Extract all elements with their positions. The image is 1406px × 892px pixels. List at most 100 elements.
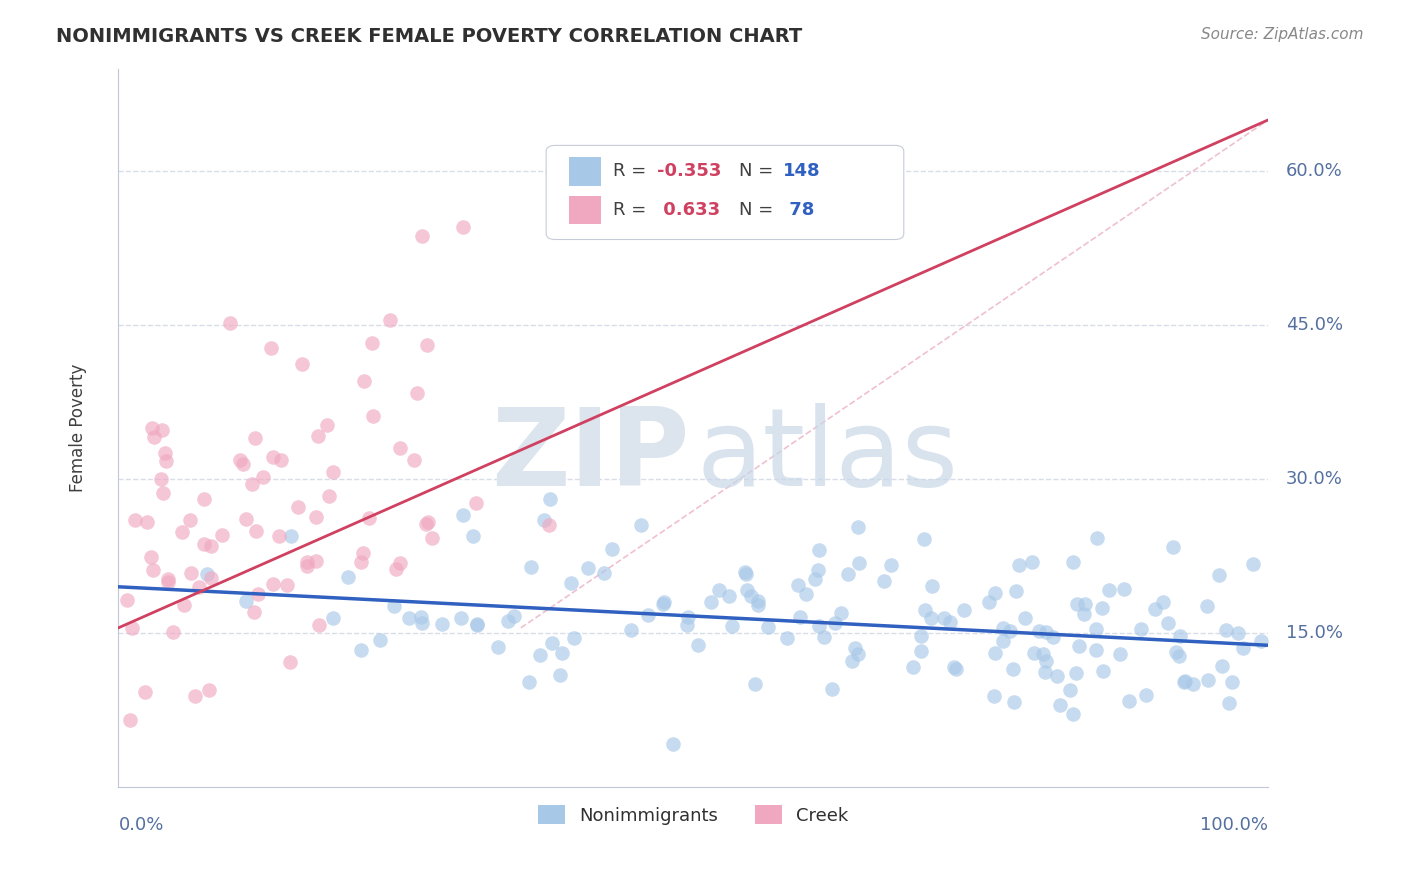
Point <box>938 615 960 630</box>
Point <box>1062 555 1084 569</box>
Text: 148: 148 <box>783 162 821 180</box>
Point <box>1032 647 1054 661</box>
Point <box>357 510 380 524</box>
Text: 60.0%: 60.0% <box>1285 162 1343 180</box>
Point <box>1181 677 1204 691</box>
Point <box>218 316 240 330</box>
Point <box>1022 646 1045 660</box>
Point <box>180 566 202 580</box>
Point <box>370 633 392 648</box>
Point <box>398 611 420 625</box>
Point <box>115 592 138 607</box>
Point <box>576 561 599 575</box>
Point <box>278 655 301 669</box>
Point <box>562 631 585 645</box>
Point <box>517 675 540 690</box>
Point <box>1066 597 1088 611</box>
Point <box>676 617 699 632</box>
Point <box>193 491 215 506</box>
Point <box>243 431 266 445</box>
Point <box>385 562 408 576</box>
Point <box>308 618 330 632</box>
Point <box>920 611 942 625</box>
Point <box>179 513 201 527</box>
Text: 15.0%: 15.0% <box>1285 624 1343 642</box>
Point <box>1091 601 1114 615</box>
Text: -0.353: -0.353 <box>657 162 721 180</box>
Point <box>932 611 955 625</box>
Point <box>620 623 643 637</box>
Point <box>808 543 831 558</box>
Point <box>118 713 141 727</box>
Point <box>538 491 561 506</box>
Point <box>402 453 425 467</box>
Point <box>1014 611 1036 625</box>
Point <box>155 454 177 468</box>
Point <box>295 559 318 574</box>
Point <box>813 631 835 645</box>
Point <box>200 539 222 553</box>
Point <box>350 555 373 569</box>
Point <box>420 531 443 545</box>
Point <box>305 554 328 568</box>
Point <box>873 574 896 589</box>
Point <box>1168 630 1191 644</box>
Point <box>232 457 254 471</box>
Point <box>1002 695 1025 709</box>
Point <box>486 640 509 655</box>
Point <box>807 619 830 633</box>
Point <box>991 621 1014 635</box>
Point <box>1033 665 1056 679</box>
Point <box>1021 555 1043 569</box>
Point <box>1197 673 1219 687</box>
Text: 45.0%: 45.0% <box>1285 316 1343 334</box>
Point <box>910 629 932 643</box>
Point <box>193 537 215 551</box>
Text: R =: R = <box>613 162 652 180</box>
Point <box>1000 624 1022 638</box>
Point <box>700 595 723 609</box>
Point <box>846 647 869 661</box>
Point <box>453 508 475 523</box>
Point <box>676 609 699 624</box>
Point <box>416 337 439 351</box>
Bar <box>569 157 602 186</box>
Point <box>901 660 924 674</box>
Point <box>592 566 614 580</box>
Point <box>415 517 437 532</box>
Text: 100.0%: 100.0% <box>1201 815 1268 834</box>
Point <box>430 616 453 631</box>
Point <box>747 593 769 607</box>
Point <box>541 636 564 650</box>
Point <box>235 512 257 526</box>
Point <box>1042 630 1064 644</box>
Point <box>139 549 162 564</box>
Point <box>240 476 263 491</box>
Point <box>121 621 143 635</box>
Point <box>953 603 976 617</box>
Point <box>211 528 233 542</box>
Point <box>1067 639 1090 653</box>
Point <box>846 520 869 534</box>
Text: R =: R = <box>613 201 652 219</box>
Point <box>247 587 270 601</box>
Point <box>662 737 685 751</box>
Point <box>776 631 799 645</box>
Point <box>1045 669 1067 683</box>
Text: Female Poverty: Female Poverty <box>69 364 87 491</box>
Point <box>1173 674 1195 689</box>
Legend: Nonimmigrants, Creek: Nonimmigrants, Creek <box>531 798 856 831</box>
Point <box>276 577 298 591</box>
Point <box>388 556 411 570</box>
Point <box>1049 698 1071 713</box>
Point <box>1129 623 1152 637</box>
Point <box>707 583 730 598</box>
Point <box>1195 599 1218 613</box>
Point <box>464 496 486 510</box>
Point <box>200 571 222 585</box>
Point <box>124 513 146 527</box>
Point <box>910 643 932 657</box>
Point <box>1163 541 1185 555</box>
Point <box>1007 558 1029 573</box>
Point <box>322 611 344 625</box>
